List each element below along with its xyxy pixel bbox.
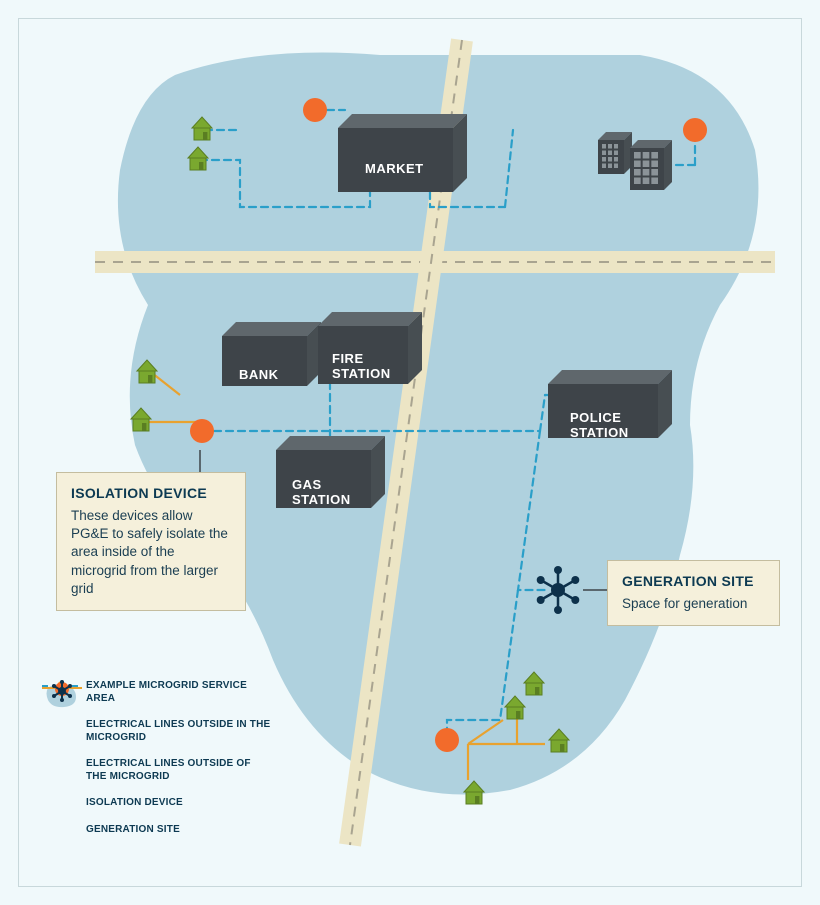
callout-isolation-device: ISOLATION DEVICE These devices allow PG&… xyxy=(56,472,246,611)
legend-label-4: GENERATION SITE xyxy=(86,824,180,837)
callout-generation-body: Space for generation xyxy=(622,595,765,613)
callout-isolation-title: ISOLATION DEVICE xyxy=(71,485,231,501)
callout-generation-site: GENERATION SITE Space for generation xyxy=(607,560,780,626)
legend-label-0: EXAMPLE MICROGRID SERVICE AREA xyxy=(86,680,272,705)
legend: EXAMPLE MICROGRID SERVICE AREA ELECTRICA… xyxy=(42,680,272,850)
legend-row-lines-outside: ELECTRICAL LINES OUTSIDE OF THE MICROGRI… xyxy=(42,758,272,783)
legend-row-generation: GENERATION SITE xyxy=(42,824,272,837)
legend-label-3: ISOLATION DEVICE xyxy=(86,797,183,810)
legend-label-1: ELECTRICAL LINES OUTSIDE IN THE MICROGRI… xyxy=(86,719,272,744)
legend-row-lines-inside: ELECTRICAL LINES OUTSIDE IN THE MICROGRI… xyxy=(42,719,272,744)
callout-isolation-body: These devices allow PG&E to safely isola… xyxy=(71,507,231,598)
callout-generation-title: GENERATION SITE xyxy=(622,573,765,589)
legend-row-isolation: ISOLATION DEVICE xyxy=(42,797,272,810)
legend-label-2: ELECTRICAL LINES OUTSIDE OF THE MICROGRI… xyxy=(86,758,272,783)
